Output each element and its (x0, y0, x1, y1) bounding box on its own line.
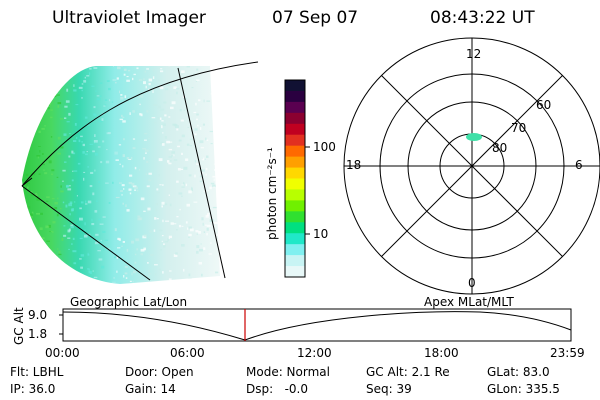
colorbar-segment (285, 156, 305, 169)
time-label: 08:43:22 UT (430, 8, 535, 28)
timeline-axis-title: GC Alt (12, 307, 26, 345)
colorbar-segment (285, 211, 305, 223)
lat-label-60: 60 (536, 98, 552, 112)
dsp-label: Dsp: -0.0 (246, 382, 309, 396)
x-tick-4: 23:59 (550, 346, 585, 360)
colorbar-segment (285, 222, 305, 234)
colorbar-segment (285, 134, 305, 147)
grid-line (21, 61, 259, 187)
x-tick-3: 18:00 (424, 346, 459, 360)
colorbar-segment (285, 266, 305, 278)
x-tick-1: 06:00 (170, 346, 205, 360)
ip-label: IP: 36.0 (10, 382, 56, 396)
lat-label-70: 70 (511, 121, 527, 135)
y-tick-1: 1.8 (28, 327, 48, 341)
timeline-left-label: Geographic Lat/Lon (70, 295, 188, 309)
mlt-label-18: 18 (346, 158, 362, 172)
gain-label: Gain: 14 (125, 382, 176, 396)
colorbar (285, 80, 305, 278)
colorbar-segment (285, 167, 305, 179)
colorbar-segment (285, 244, 305, 256)
colorbar-segment (285, 80, 305, 92)
timeline-frame (62, 308, 572, 342)
colorbar-tick-10: 10 (313, 227, 329, 241)
colorbar-segment (285, 101, 305, 114)
timeline-right-label: Apex MLat/MLT (424, 295, 514, 309)
lat-label-80: 80 (492, 141, 508, 155)
glon-label: GLon: 335.5 (487, 382, 560, 396)
date-label: 07 Sep 07 (272, 8, 359, 28)
grid-line (21, 185, 151, 281)
x-tick-0: 00:00 (45, 346, 80, 360)
altitude-curve (62, 311, 572, 341)
colorbar-segment (285, 255, 305, 267)
mlt-label-0: 0 (468, 276, 476, 290)
colorbar-unit-label: photon cm⁻²s⁻¹ (265, 147, 279, 240)
colorbar-segment (285, 178, 305, 190)
mlt-label-6: 6 (575, 158, 583, 172)
x-tick-2: 12:00 (297, 346, 332, 360)
colorbar-segment (285, 233, 305, 245)
seq-label: Seq: 39 (366, 382, 412, 396)
gc-alt-label: GC Alt: 2.1 Re (366, 365, 450, 379)
mode-label: Mode: Normal (246, 365, 330, 379)
filter-label: Flt: LBHL (10, 365, 64, 379)
mlt-label-12: 12 (466, 47, 482, 61)
uv-image (22, 66, 220, 284)
instrument-title: Ultraviolet Imager (52, 8, 206, 28)
y-tick-9: 9.0 (28, 308, 48, 322)
polar-plot (343, 37, 600, 295)
colorbar-tick-100: 100 (313, 140, 336, 154)
grid-line (177, 67, 226, 279)
colorbar-segment (285, 189, 305, 201)
auroral-spot (466, 133, 482, 141)
colorbar-segment (285, 200, 305, 212)
colorbar-segment (285, 90, 305, 103)
glat-label: GLat: 83.0 (487, 365, 550, 379)
colorbar-segment (285, 145, 305, 158)
colorbar-segment (285, 123, 305, 136)
colorbar-segment (285, 112, 305, 125)
door-label: Door: Open (125, 365, 194, 379)
